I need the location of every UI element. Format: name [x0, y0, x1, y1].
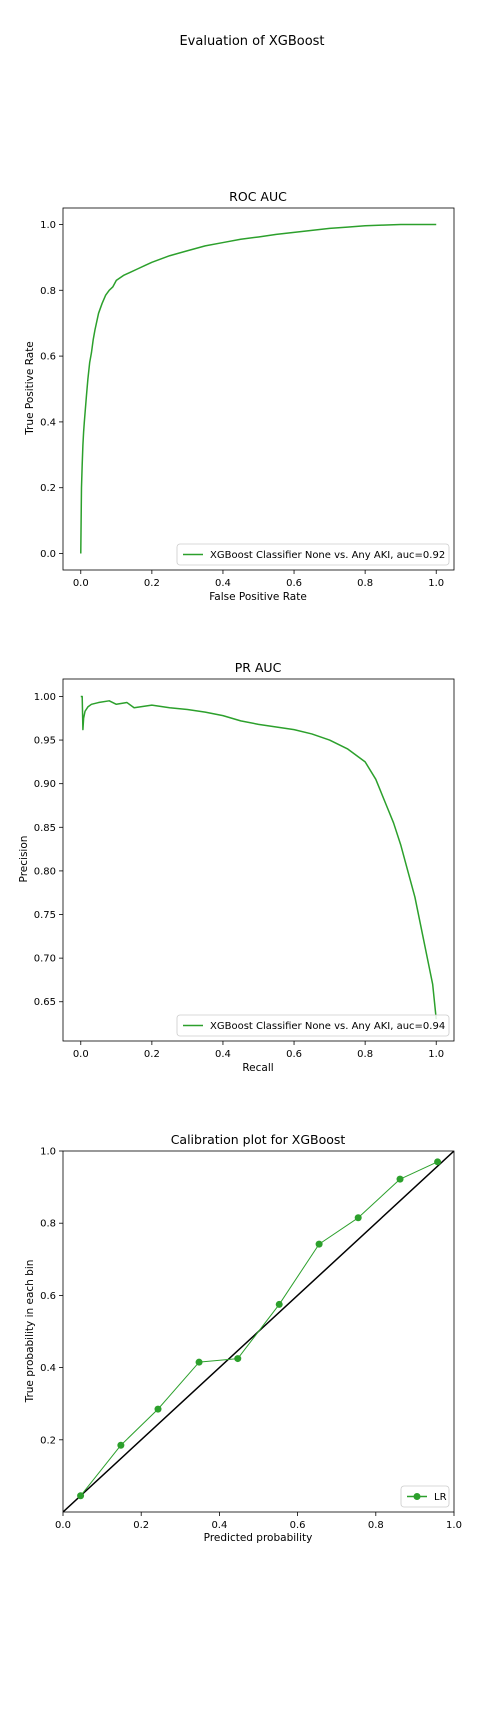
roc-series-line [81, 224, 436, 553]
calibration-y-tick-label: 0.6 [40, 1291, 56, 1302]
calibration-y-axis-label: True probability in each bin [24, 1260, 36, 1404]
roc-x-tick-label: 0.0 [73, 578, 89, 589]
pr-x-tick-label: 0.4 [215, 1049, 231, 1060]
roc-x-tick-label: 0.8 [357, 578, 373, 589]
pr-x-tick-label: 0.2 [144, 1049, 160, 1060]
calibration-data-point [196, 1359, 203, 1366]
pr-y-tick-label: 0.70 [34, 954, 56, 965]
calibration-y-tick-label: 0.4 [40, 1363, 56, 1374]
calibration-chart: Calibration plot for XGBoost Predicted p… [24, 1132, 462, 1544]
pr-auc-chart: PR AUC Recall Precision 0.0 0.2 0.4 0.6 0.8 1… [18, 660, 454, 1074]
roc-x-tick-label: 0.2 [144, 578, 160, 589]
calibration-x-tick-label: 0.0 [55, 1520, 71, 1531]
pr-axes-frame [63, 679, 454, 1041]
pr-y-tick-label: 0.95 [34, 736, 56, 747]
roc-y-tick-label: 0.0 [40, 549, 56, 560]
calibration-x-tick-label: 0.8 [368, 1520, 384, 1531]
calibration-legend-label: LR [434, 1492, 447, 1503]
roc-x-tick-label: 0.4 [215, 578, 231, 589]
roc-y-axis-label: True Positive Rate [24, 341, 36, 436]
calibration-data-point [434, 1158, 441, 1165]
calibration-legend: LR [401, 1486, 449, 1507]
roc-chart-title: ROC AUC [229, 189, 287, 204]
pr-chart-title: PR AUC [235, 660, 282, 675]
calibration-x-tick-label: 0.6 [290, 1520, 306, 1531]
pr-legend: XGBoost Classifier None vs. Any AKI, auc… [177, 1015, 449, 1036]
roc-y-tick-label: 0.2 [40, 483, 56, 494]
calibration-x-tick-label: 1.0 [446, 1520, 462, 1531]
pr-x-tick-label: 0.8 [357, 1049, 373, 1060]
roc-x-axis-label: False Positive Rate [209, 591, 307, 603]
pr-y-tick-label: 0.80 [34, 866, 56, 877]
calibration-data-point [276, 1301, 283, 1308]
calibration-data-point [397, 1176, 404, 1183]
calibration-data-point [155, 1406, 162, 1413]
calibration-x-axis-label: Predicted probability [204, 1532, 313, 1544]
pr-y-tick-label: 1.00 [34, 692, 56, 703]
pr-y-tick-label: 0.75 [34, 910, 56, 921]
roc-x-tick-label: 1.0 [428, 578, 444, 589]
calibration-legend-marker [414, 1493, 421, 1500]
pr-x-axis-label: Recall [242, 1062, 273, 1074]
pr-y-axis-label: Precision [18, 836, 30, 883]
roc-y-tick-label: 0.8 [40, 286, 56, 297]
pr-y-tick-label: 0.85 [34, 823, 56, 834]
calibration-data-point [234, 1355, 241, 1362]
roc-plot-area [81, 224, 436, 553]
figure-title: Evaluation of XGBoost [179, 34, 324, 49]
pr-x-tick-label: 0.0 [73, 1049, 89, 1060]
calibration-y-tick-label: 1.0 [40, 1147, 56, 1158]
roc-y-tick-label: 1.0 [40, 220, 56, 231]
pr-x-tick-label: 0.6 [286, 1049, 302, 1060]
calibration-y-tick-label: 0.8 [40, 1219, 56, 1230]
calibration-data-point [77, 1492, 84, 1499]
roc-auc-chart: ROC AUC False Positive Rate True Positiv… [24, 189, 454, 603]
calibration-data-point [355, 1214, 362, 1221]
calibration-x-tick-label: 0.2 [133, 1520, 149, 1531]
roc-axes-frame [63, 208, 454, 570]
pr-legend-label: XGBoost Classifier None vs. Any AKI, auc… [210, 1021, 445, 1032]
pr-plot-area [81, 696, 436, 1019]
roc-legend: XGBoost Classifier None vs. Any AKI, auc… [177, 544, 449, 565]
calibration-plot-area [63, 1151, 454, 1512]
roc-y-tick-label: 0.6 [40, 352, 56, 363]
calibration-x-tick-label: 0.4 [211, 1520, 227, 1531]
pr-x-tick-label: 1.0 [428, 1049, 444, 1060]
calibration-y-tick-label: 0.2 [40, 1435, 56, 1446]
pr-y-tick-label: 0.65 [34, 997, 56, 1008]
pr-y-tick-label: 0.90 [34, 779, 56, 790]
roc-y-tick-label: 0.4 [40, 417, 56, 428]
calibration-data-point [117, 1442, 124, 1449]
calibration-chart-title: Calibration plot for XGBoost [171, 1132, 346, 1147]
roc-x-tick-label: 0.6 [286, 578, 302, 589]
calibration-data-point [316, 1241, 323, 1248]
roc-legend-label: XGBoost Classifier None vs. Any AKI, auc… [210, 550, 445, 561]
pr-series-line [81, 696, 436, 1019]
